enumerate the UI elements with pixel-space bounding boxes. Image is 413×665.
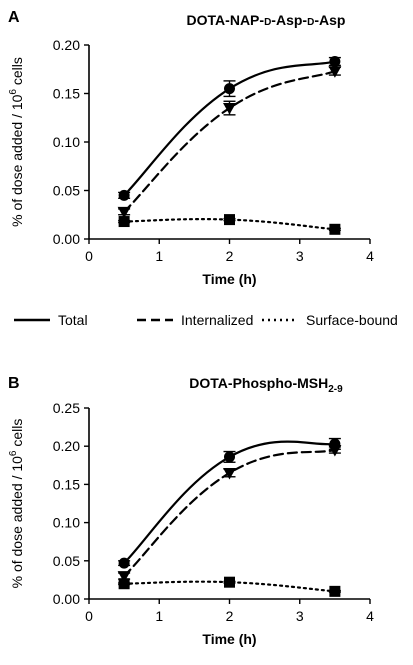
data-point xyxy=(328,445,342,457)
x-tick-label: 4 xyxy=(366,248,374,264)
x-axis-label: Time (h) xyxy=(202,631,256,647)
title-part: DOTA-NAP- xyxy=(187,12,265,28)
title-part: D xyxy=(264,17,271,28)
panel-b: B DOTA-Phospho-MSH2-9 0.00 0.05 0.10 0.15 0.20… xyxy=(8,375,374,647)
chart-title: DOTA-NAP-D-Asp-D-Asp xyxy=(187,12,346,28)
data-point xyxy=(224,451,235,463)
x-tick-label: 2 xyxy=(226,248,234,264)
data-point xyxy=(118,216,130,228)
y-tick-label: 0.15 xyxy=(53,476,80,492)
x-tick-label: 3 xyxy=(296,248,304,264)
legend-item: Surface-bound xyxy=(262,312,398,328)
legend-label: Internalized xyxy=(181,312,253,328)
data-point xyxy=(329,223,341,235)
title-part: -Asp- xyxy=(271,12,307,28)
x-tick-label: 0 xyxy=(85,608,93,624)
data-point xyxy=(223,467,236,480)
y-tick-label: 0.05 xyxy=(53,553,80,569)
legend-label: Total xyxy=(58,312,88,328)
y-tick-label: 0.20 xyxy=(53,438,80,454)
series-surface-bound xyxy=(118,576,341,597)
data-point xyxy=(224,214,235,226)
x-tick-label: 1 xyxy=(155,608,163,624)
data-point xyxy=(329,585,341,597)
y-label-part: cells xyxy=(9,419,25,451)
y-label-part: % of dose added / 10 xyxy=(9,456,25,589)
title-part: -Asp xyxy=(314,12,345,28)
series-total xyxy=(118,437,341,569)
x-tick-label: 3 xyxy=(296,608,304,624)
y-axis-label: % of dose added / 106 cells xyxy=(8,57,25,227)
data-point xyxy=(118,189,130,201)
x-tick-label: 2 xyxy=(226,608,234,624)
legend-item: Internalized xyxy=(137,312,253,328)
panel-a: A DOTA-NAP-D-Asp-D-Asp0.000.050.100.150.2… xyxy=(8,9,374,287)
panel-label: B xyxy=(8,375,20,392)
data-point xyxy=(118,578,130,590)
y-tick-label: 0.15 xyxy=(53,86,80,102)
series-internalized xyxy=(117,66,342,219)
y-axis-label: % of dose added / 106 cells xyxy=(8,419,25,589)
data-point xyxy=(223,103,236,115)
y-tick-label: 0.00 xyxy=(53,591,80,607)
y-tick-label: 0.20 xyxy=(53,37,80,53)
legend: Total Internalized Surface-bound xyxy=(14,312,398,328)
y-tick-label: 0.25 xyxy=(53,400,80,416)
x-axis-label: Time (h) xyxy=(202,271,256,287)
data-point xyxy=(224,576,235,588)
series-total xyxy=(118,55,341,201)
x-tick-label: 4 xyxy=(366,608,374,624)
data-point xyxy=(117,206,131,219)
y-label-superscript: 6 xyxy=(8,89,19,95)
chart-title: DOTA-Phospho-MSH2-9 xyxy=(189,375,343,395)
series-surface-bound xyxy=(118,214,341,235)
data-point xyxy=(328,66,342,78)
series-line xyxy=(123,580,336,593)
legend-label: Surface-bound xyxy=(306,312,398,328)
y-label-part: % of dose added / 10 xyxy=(9,94,25,227)
series-line xyxy=(123,218,336,231)
y-tick-label: 0.00 xyxy=(53,231,80,247)
x-tick-label: 1 xyxy=(155,248,163,264)
data-point xyxy=(224,83,235,95)
title-subscript: 2-9 xyxy=(328,384,343,395)
y-label-superscript: 6 xyxy=(8,450,19,456)
data-point xyxy=(117,571,131,583)
x-tick-label: 0 xyxy=(85,248,93,264)
y-tick-label: 0.10 xyxy=(53,134,80,150)
y-label-part: cells xyxy=(9,57,25,89)
data-point xyxy=(118,557,130,569)
series-internalized xyxy=(117,445,342,583)
y-tick-label: 0.05 xyxy=(53,183,80,199)
title-part: DOTA-Phospho-MSH xyxy=(189,375,328,391)
legend-item: Total xyxy=(14,312,88,328)
y-tick-label: 0.10 xyxy=(53,515,80,531)
title-part: D xyxy=(307,17,314,28)
panel-label: A xyxy=(8,9,20,26)
data-point xyxy=(329,55,341,67)
